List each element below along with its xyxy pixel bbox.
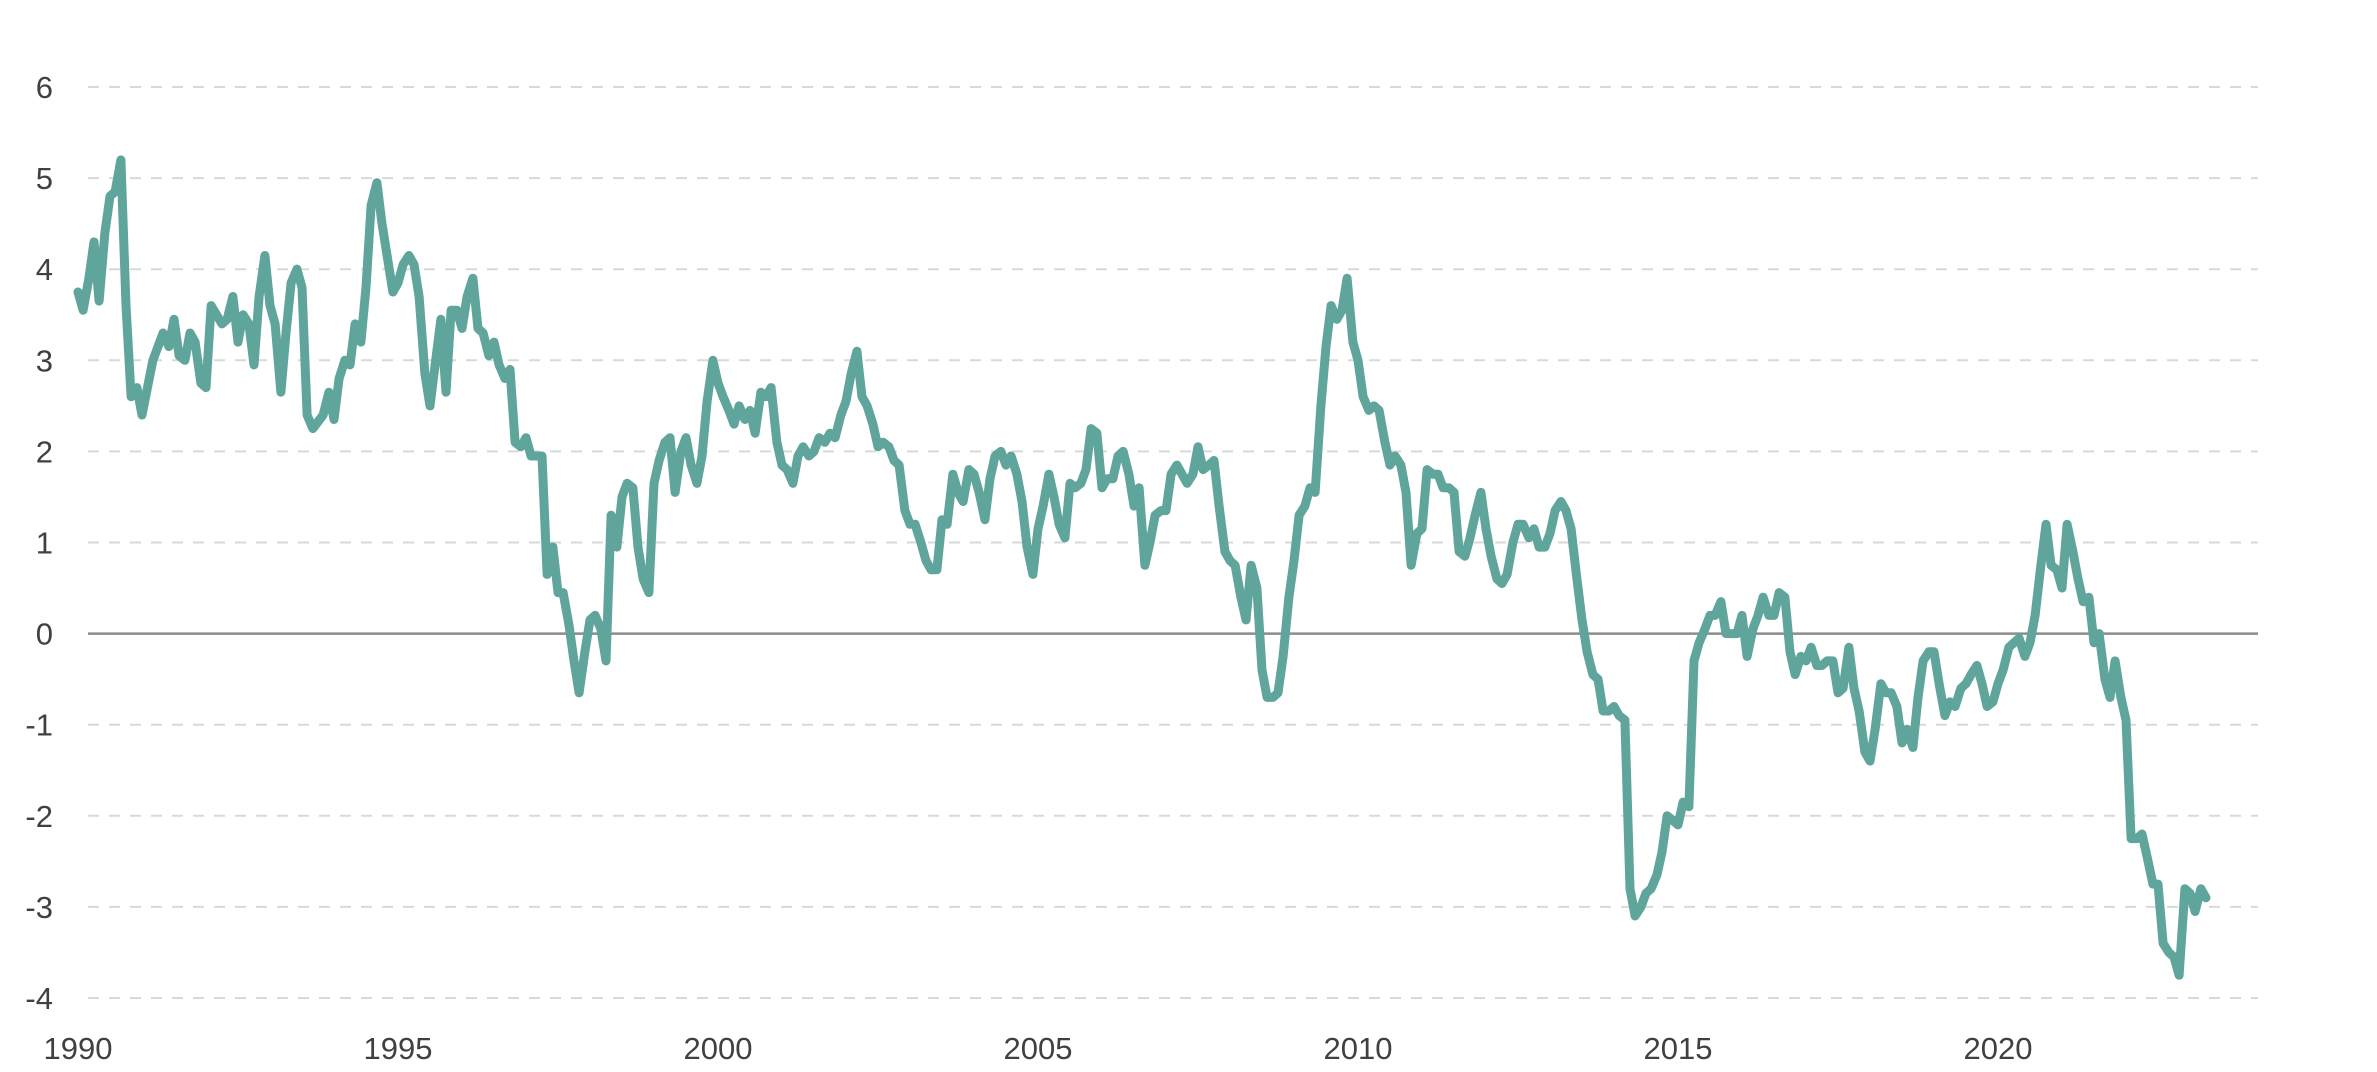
x-tick-label: 2000 — [684, 1031, 753, 1066]
x-tick-label: 1990 — [44, 1031, 113, 1066]
y-tick-label: 1 — [36, 526, 53, 561]
series-line — [73, 155, 2211, 980]
y-axis: 6 5 4 3 2 1 0 -1 -2 -3 -4 — [25, 70, 53, 1016]
y-tick-label: 6 — [36, 70, 53, 105]
y-tick-label: -1 — [25, 708, 53, 743]
x-tick-label: 2010 — [1324, 1031, 1393, 1066]
y-tick-label: -4 — [25, 981, 53, 1016]
y-tick-label: -3 — [25, 890, 53, 925]
x-tick-label: 2005 — [1004, 1031, 1073, 1066]
gridlines — [88, 86, 2258, 999]
y-tick-label: 5 — [36, 161, 53, 196]
series-layer — [73, 155, 2211, 980]
x-tick-label: 1995 — [364, 1031, 433, 1066]
y-tick-label: 2 — [36, 434, 53, 469]
y-tick-label: 0 — [36, 617, 53, 652]
y-tick-label: 3 — [36, 343, 53, 378]
y-tick-label: 4 — [36, 252, 53, 287]
y-tick-label: -2 — [25, 799, 53, 834]
x-tick-label: 2015 — [1644, 1031, 1713, 1066]
x-tick-label: 2020 — [1964, 1031, 2033, 1066]
x-axis: 1990 1995 2000 2005 2010 2015 2020 — [44, 1031, 2033, 1066]
